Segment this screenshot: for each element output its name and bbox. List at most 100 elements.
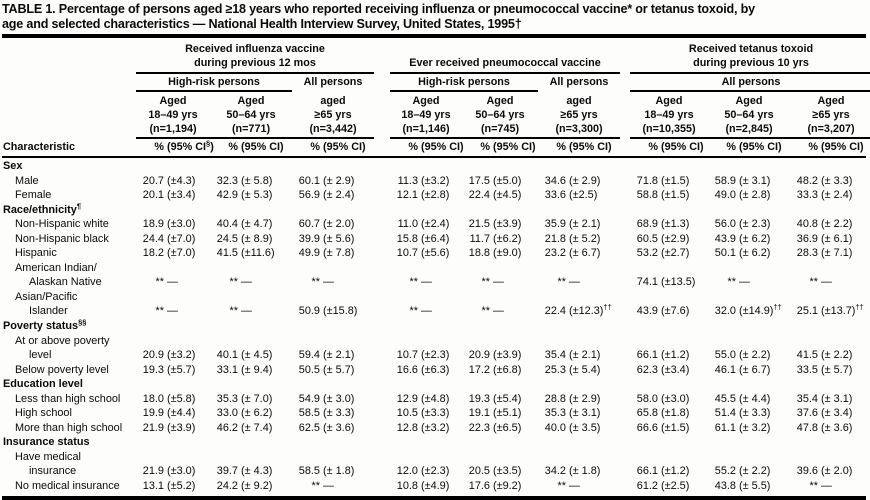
percent-value: 58.0 (636, 392, 658, 405)
row-label: High school (15, 407, 72, 420)
ci-value: (± 2.4) (323, 189, 355, 202)
percent-value: 32.3 (216, 174, 238, 187)
subgroup-header: High-risk persons (390, 75, 538, 92)
ci-value: (± 7.1) (821, 247, 853, 260)
ci-value: (± 2.2) (821, 349, 853, 362)
value-cell: 35.3 (± 3.1) (538, 406, 620, 421)
ci-value: (±2.3) (421, 465, 450, 478)
ci-value: (± 4.5) (241, 349, 273, 362)
value-cell: ** — (292, 479, 374, 494)
ci-value: (± 3.4) (821, 407, 853, 420)
value-cell: 58.8 (±1.5) (630, 188, 708, 203)
column-header-years: 50–64 yrs (724, 109, 774, 121)
value-cell: 47.8 (± 3.6) (790, 421, 870, 436)
value-cell: 40.8 (± 2.2) (790, 217, 870, 232)
percent-value: 39.6 (796, 465, 818, 478)
ci-value: (± 2.3) (739, 218, 771, 231)
percent-value: 58.8 (636, 189, 658, 202)
percent-value: 12.1 (396, 189, 418, 202)
percent-value: 33.1 (216, 363, 238, 376)
row-label: level (29, 349, 52, 362)
value-cell: 56.0 (± 2.3) (708, 217, 790, 232)
section-label: Insurance status (3, 436, 90, 449)
percent-value: 10.8 (396, 480, 418, 493)
ci-value: (± 3.6) (821, 421, 853, 434)
ci-value: (± 2.9) (569, 174, 601, 187)
footnote-marker: §§ (78, 319, 87, 327)
percent-value: 11.7 (469, 232, 490, 245)
footnote-marker: § (206, 138, 211, 148)
percent-symbol: % (808, 141, 818, 153)
value-cell: 19.3 (±5.4) (462, 392, 538, 407)
row-label: No medical insurance (15, 480, 120, 493)
value-cell: ** — (790, 275, 870, 290)
percent-value: 68.9 (636, 218, 658, 231)
ci-value: (±7.0) (167, 247, 196, 260)
value-cell: 48.2 (± 3.3) (790, 174, 870, 189)
ci-value: (±1.5) (661, 189, 690, 202)
ci-value: — (241, 276, 252, 289)
value-cell: 53.2 (±2.7) (630, 246, 708, 261)
value-cell: 22.4 (±12.3)†† (538, 304, 620, 319)
ci-value: (± 2.4) (821, 189, 853, 202)
percent-symbol: % (154, 141, 164, 153)
column-ci-header: % (95% CI) (462, 139, 538, 155)
column-header-years: 18–49 yrs (401, 109, 451, 121)
ci-value: — (323, 480, 334, 493)
value-cell: 21.5 (±3.9) (462, 217, 538, 232)
column-header-aged: aged (566, 95, 592, 107)
percent-value: 33.0 (216, 407, 238, 420)
percent-value: 40.8 (796, 218, 818, 231)
value-cell: 22.3 (±6.5) (462, 421, 538, 436)
row-label: Have medical (15, 450, 81, 463)
row-label: Non-Hispanic black (15, 232, 109, 245)
value-cell: 66.1 (±1.2) (630, 348, 708, 363)
value-cell: 19.9 (±4.4) (136, 406, 210, 421)
row-label: Hispanic (15, 247, 57, 260)
value-cell: ** — (708, 275, 790, 290)
value-cell: 16.6 (±6.3) (390, 363, 462, 378)
percent-value: 22.4 (544, 305, 566, 318)
percent-value: ** (809, 276, 818, 289)
percent-value: 17.5 (468, 174, 490, 187)
value-cell: 35.4 (± 3.1) (790, 392, 870, 407)
ci-value: (±5.0) (493, 174, 522, 187)
ci-value: (±4.3) (167, 174, 196, 187)
value-cell: 37.6 (± 3.4) (790, 406, 870, 421)
column-header-aged: Aged (735, 95, 763, 107)
column-header-aged: Aged (486, 95, 514, 107)
percent-value: 23.2 (544, 247, 566, 260)
column-header-n: (n=1,146) (390, 122, 462, 139)
value-cell: 15.8 (±6.4) (390, 232, 462, 247)
percent-value: 33.3 (796, 189, 818, 202)
ci-value: (± 3.5) (569, 421, 601, 434)
percent-value: 61.1 (714, 421, 736, 434)
value-cell: 35.3 (± 7.0) (210, 392, 292, 407)
ci-value: (± 4.3) (241, 465, 273, 478)
percent-value: ** (409, 305, 418, 318)
value-cell: 18.8 (±9.0) (462, 246, 538, 261)
value-cell: 22.4 (±4.5) (462, 188, 538, 203)
ci-value: (± 2.0) (323, 218, 355, 231)
percent-value: 49.0 (714, 189, 736, 202)
ci-value: (± 6.1) (821, 232, 853, 245)
percent-value: 19.3 (468, 392, 490, 405)
percent-value: 12.8 (396, 421, 418, 434)
ci-value: (± 5.4) (569, 363, 601, 376)
ci-value: (± 2.2) (739, 349, 771, 362)
value-cell: 55.2 (± 2.2) (708, 464, 790, 479)
percent-value: ** (155, 276, 164, 289)
percent-symbol: % (480, 141, 490, 153)
percent-value: 15.8 (396, 232, 418, 245)
value-cell: 20.1 (±3.4) (136, 188, 210, 203)
value-cell: 23.2 (± 6.7) (538, 246, 620, 261)
percent-symbol: % (310, 141, 320, 153)
ci-value: (±3.9) (493, 218, 522, 231)
value-cell: 34.2 (± 1.8) (538, 464, 620, 479)
value-cell: 24.2 (± 9.2) (210, 479, 292, 494)
column-header-years: 50–64 yrs (475, 109, 525, 121)
value-cell: 12.9 (±4.8) (390, 392, 462, 407)
percent-value: 20.9 (142, 349, 164, 362)
percent-value: 41.5 (216, 247, 238, 260)
percent-value: 18.0 (142, 392, 164, 405)
